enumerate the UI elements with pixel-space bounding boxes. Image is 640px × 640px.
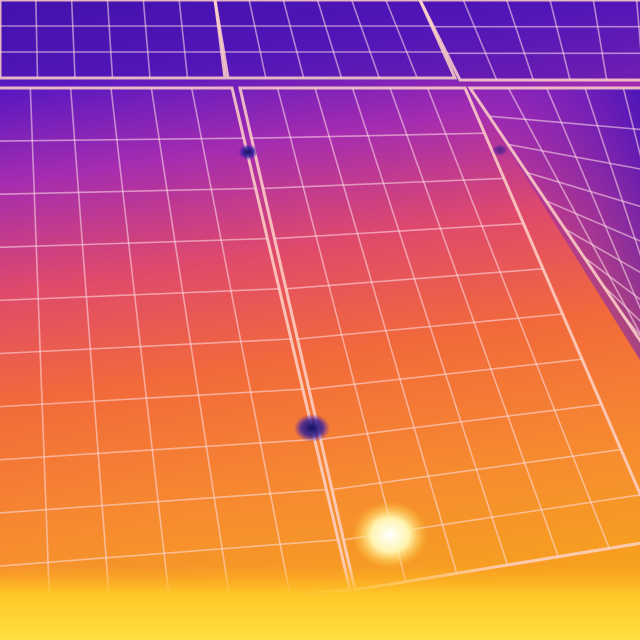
cell-line — [545, 200, 640, 242]
cell-line — [584, 87, 640, 257]
cell-line — [106, 0, 114, 79]
cell-line — [385, 0, 418, 79]
cell-line — [0, 288, 280, 302]
cold-spot — [294, 414, 330, 442]
cell-line — [0, 539, 339, 567]
cell-line — [526, 171, 640, 208]
cell-line — [0, 338, 292, 355]
cell-line — [583, 256, 640, 301]
cell-line — [0, 488, 327, 514]
cell-line — [35, 0, 39, 79]
cell-line — [262, 177, 505, 190]
cell-line — [592, 0, 608, 81]
panel-frame — [0, 0, 227, 80]
cell-line — [0, 388, 303, 408]
cell-line — [602, 284, 640, 322]
cell-line — [297, 313, 563, 340]
cell-line — [251, 132, 485, 139]
hot-spot — [352, 501, 428, 569]
cold-spot — [492, 144, 508, 156]
cell-line — [282, 0, 305, 79]
panel-frame — [213, 0, 458, 80]
ground-glow — [0, 565, 640, 640]
cell-line — [549, 0, 571, 81]
cell-line — [248, 0, 267, 79]
cell-line — [285, 268, 544, 290]
panel-frame — [467, 86, 640, 344]
back-row-shade — [0, 0, 640, 80]
cell-line — [178, 0, 189, 79]
cell-line — [142, 0, 151, 79]
cold-spot — [238, 144, 258, 160]
cell-line — [274, 222, 524, 240]
cell-line — [564, 228, 640, 274]
cell-line — [350, 0, 381, 79]
cell-line — [316, 0, 343, 79]
cell-line — [0, 237, 268, 249]
cell-line — [488, 115, 640, 131]
panel-frame — [418, 0, 640, 82]
panels — [0, 0, 640, 621]
cell-line — [462, 0, 498, 81]
cell-line — [0, 187, 256, 195]
cell-line — [0, 438, 315, 461]
cell-line — [320, 403, 602, 441]
cell-line — [308, 358, 583, 390]
cell-line — [505, 0, 535, 81]
cell-line — [70, 0, 76, 79]
cool-region — [470, 88, 640, 360]
cell-line — [0, 137, 244, 142]
cell-line — [331, 448, 622, 491]
cell-line — [507, 143, 640, 170]
cell-line — [635, 0, 640, 50]
